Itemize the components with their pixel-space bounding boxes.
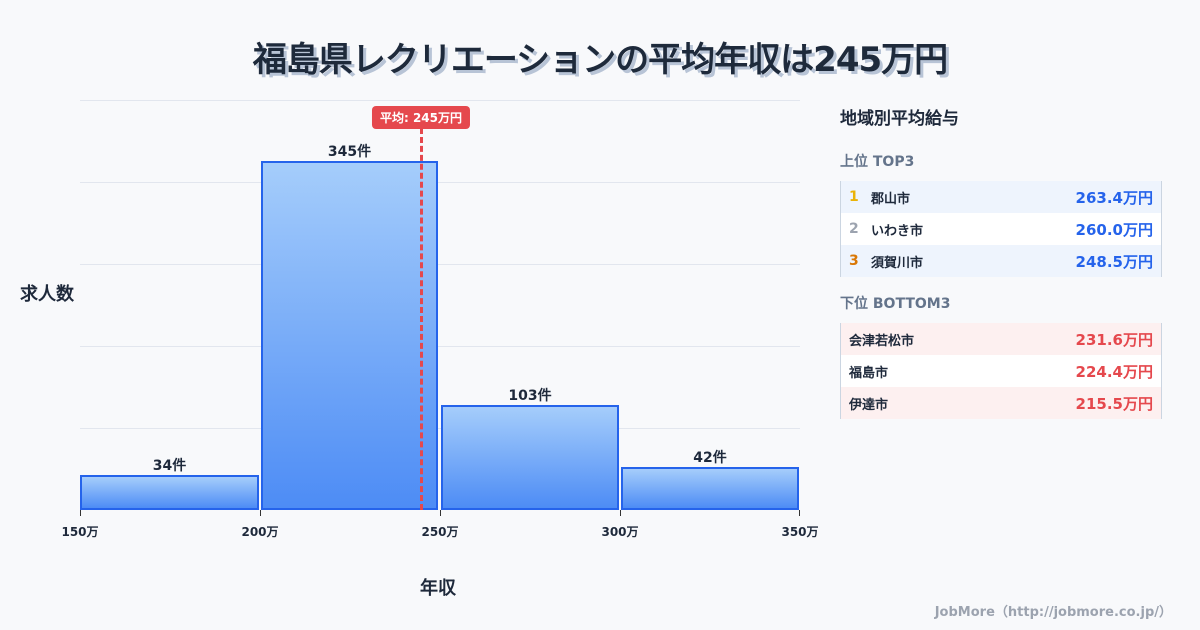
list-item: 1 郡山市 263.4万円 [841,181,1161,213]
chart-title: 福島県レクリエーションの平均年収は245万円 [252,40,948,80]
city-name: 伊達市 [849,397,889,413]
x-tick [620,510,621,516]
bar-value-label: 34件 [152,458,187,474]
salary-value: 248.5万円 [1075,252,1153,271]
top3-title: 上位 TOP3 [840,154,915,170]
average-line [420,128,423,510]
gridline [80,346,800,347]
salary-value: 231.6万円 [1075,330,1153,349]
gridline [80,428,800,429]
regional-salary-panel: 地域別平均給与 上位 TOP3 1 郡山市 263.4万円 2 いわき市 260… [840,104,1162,435]
y-axis-label: 求人数 [20,284,74,305]
salary-value: 263.4万円 [1075,188,1153,207]
bar-150-200[interactable]: 34件 [80,458,259,510]
x-tick [799,510,800,516]
salary-value: 224.4万円 [1075,362,1153,381]
bar-200-250[interactable]: 345件 [261,144,438,510]
x-tick-label: 150万 [61,525,99,539]
bar-value-label: 345件 [327,144,372,160]
average-badge: 平均: 245万円 [371,106,471,129]
x-tick-label: 250万 [421,525,459,539]
salary-value: 260.0万円 [1075,220,1153,239]
bar-300-350[interactable]: 42件 [621,450,799,510]
salary-value: 215.5万円 [1075,394,1153,413]
rank-number: 1 [849,189,859,205]
city-name: 郡山市 [871,191,911,207]
x-tick-label: 350万 [781,525,819,539]
gridline [80,264,800,265]
x-tick-label: 200万 [241,525,279,539]
list-item: 福島市 224.4万円 [841,355,1161,387]
list-item: 2 いわき市 260.0万円 [841,213,1161,245]
rank-number: 2 [849,221,859,237]
rank-number: 3 [849,253,859,269]
top3-list: 1 郡山市 263.4万円 2 いわき市 260.0万円 3 須賀川市 248.… [840,181,1162,277]
bar-value-label: 42件 [693,450,727,466]
histogram-plot: 34件 345件 103件 42件 平均: 245万円 150万 200万 25… [61,100,819,539]
x-axis-label: 年収 [420,578,456,599]
list-item: 会津若松市 231.6万円 [841,323,1161,355]
x-tick [440,510,441,516]
bar-250-300[interactable]: 103件 [441,388,619,510]
x-tick [80,510,81,516]
gridline [80,182,800,183]
bar-value-label: 103件 [508,388,552,404]
gridline [80,100,800,101]
footer-credit: JobMore（http://jobmore.co.jp/） [934,605,1172,620]
bottom3-title: 下位 BOTTOM3 [840,296,951,312]
x-tick-label: 300万 [601,525,639,539]
city-name: 会津若松市 [849,333,915,349]
list-item: 伊達市 215.5万円 [841,387,1161,419]
city-name: 須賀川市 [871,255,924,271]
x-tick [260,510,261,516]
city-name: 福島市 [849,365,889,381]
panel-title: 地域別平均給与 [840,109,959,129]
bottom3-list: 会津若松市 231.6万円 福島市 224.4万円 伊達市 215.5万円 [840,323,1162,419]
list-item: 3 須賀川市 248.5万円 [841,245,1161,277]
city-name: いわき市 [871,223,924,239]
